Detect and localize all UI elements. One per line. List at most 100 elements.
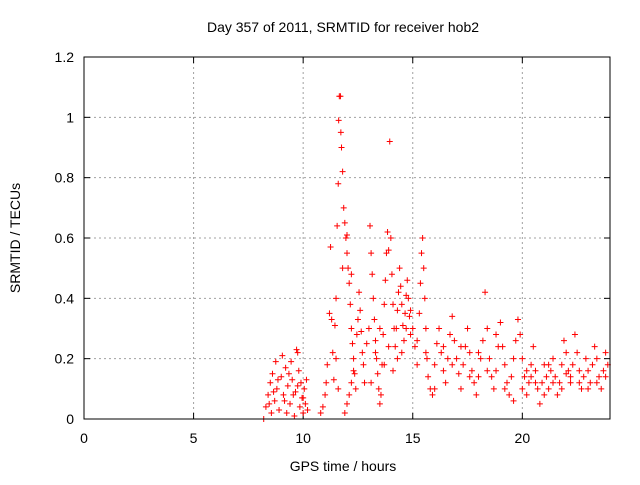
data-point — [356, 289, 363, 296]
data-point — [422, 325, 429, 332]
data-point — [440, 367, 447, 374]
data-point — [361, 379, 368, 386]
data-point — [300, 409, 307, 416]
data-point — [422, 349, 429, 356]
data-point — [473, 391, 480, 398]
data-point — [482, 289, 489, 296]
data-point — [375, 385, 382, 392]
data-point — [563, 349, 570, 356]
data-point — [338, 144, 345, 151]
x-tick-label: 10 — [295, 430, 311, 446]
data-point — [580, 373, 587, 380]
data-point — [273, 385, 280, 392]
data-point — [593, 379, 600, 386]
data-point — [466, 349, 473, 356]
data-point — [419, 235, 426, 241]
data-point — [392, 343, 399, 350]
data-point — [510, 397, 517, 404]
data-point — [319, 403, 326, 410]
data-point — [267, 379, 274, 386]
data-point — [352, 385, 359, 392]
plot-frame — [83, 56, 611, 420]
y-tick-label: 0.6 — [55, 230, 75, 246]
data-point — [278, 373, 285, 380]
data-point — [576, 379, 583, 386]
data-point — [381, 301, 388, 308]
data-point — [600, 367, 607, 374]
data-point — [351, 370, 358, 377]
data-point — [324, 361, 331, 368]
data-point — [291, 412, 298, 419]
data-point — [536, 400, 543, 407]
data-point — [569, 361, 576, 368]
data-point — [571, 331, 578, 338]
data-point — [554, 391, 561, 398]
data-point — [545, 385, 552, 392]
data-point — [582, 355, 589, 362]
data-point — [390, 367, 397, 374]
data-point — [444, 355, 451, 362]
data-point — [539, 379, 546, 386]
data-point — [339, 168, 346, 175]
data-point — [393, 325, 400, 332]
data-point — [294, 349, 301, 356]
data-point — [493, 367, 500, 374]
data-point — [395, 289, 402, 296]
data-point — [376, 400, 383, 407]
data-point — [382, 277, 389, 284]
data-point — [272, 358, 279, 365]
data-point — [282, 364, 289, 371]
data-point — [350, 367, 357, 374]
data-point — [353, 331, 360, 338]
data-point — [421, 295, 428, 302]
data-point — [543, 373, 550, 380]
data-point — [287, 400, 294, 407]
y-tick-label: 0 — [66, 411, 74, 427]
data-point — [368, 379, 375, 386]
data-point — [340, 204, 347, 211]
data-point — [411, 343, 418, 350]
data-point — [517, 331, 524, 338]
data-point — [342, 235, 349, 241]
chart-title: Day 357 of 2011, SRMTID for receiver hob… — [207, 19, 479, 35]
data-point — [399, 322, 406, 329]
data-point — [346, 280, 353, 287]
data-point — [276, 406, 283, 413]
x-axis-label: GPS time / hours — [290, 458, 397, 474]
data-point — [388, 271, 395, 278]
x-tick-label: 5 — [190, 430, 198, 446]
data-point — [423, 355, 430, 362]
data-point — [528, 361, 535, 368]
data-point — [464, 325, 471, 332]
data-point — [591, 343, 598, 350]
data-point — [270, 388, 277, 395]
y-tick-label: 0.2 — [55, 351, 75, 367]
data-point — [501, 385, 508, 392]
data-point — [371, 316, 378, 323]
data-point — [418, 250, 425, 257]
data-point — [394, 307, 401, 314]
y-tick-label: 1 — [66, 109, 74, 125]
data-point — [484, 325, 491, 332]
data-point — [403, 292, 410, 299]
data-point — [304, 406, 311, 413]
data-point — [468, 367, 475, 374]
data-point — [503, 379, 510, 386]
data-point — [578, 385, 585, 392]
data-point — [344, 231, 350, 238]
data-point — [585, 385, 592, 392]
data-point — [402, 310, 409, 317]
data-point — [589, 361, 596, 368]
data-point — [341, 409, 348, 416]
data-point — [394, 355, 401, 362]
data-point — [514, 316, 521, 323]
data-point — [523, 391, 530, 398]
data-point — [296, 403, 303, 410]
data-point — [326, 310, 333, 317]
data-point — [451, 337, 458, 344]
data-point — [348, 271, 355, 278]
data-point — [390, 301, 397, 308]
data-point — [403, 325, 410, 332]
data-point — [266, 400, 273, 407]
